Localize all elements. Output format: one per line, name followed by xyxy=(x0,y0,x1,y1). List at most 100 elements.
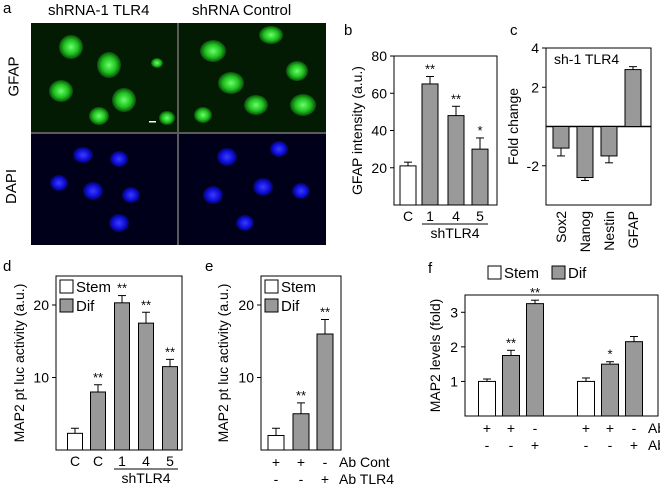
panel-e-treatment-row-label: Ab Cont xyxy=(339,454,390,470)
panel-b-ytick-label: 40 xyxy=(371,123,387,139)
panel-e-bar xyxy=(316,333,334,451)
panel-f-treatment-sign: + xyxy=(582,420,590,436)
panel-d-significance-label: ** xyxy=(165,344,175,359)
panel-b-ytick-label: 60 xyxy=(371,85,387,101)
panel-a-letter: a xyxy=(3,0,12,17)
panel-f-treatment-sign: + xyxy=(483,420,491,436)
panel-e-bar xyxy=(292,413,310,451)
panel-e-letter: e xyxy=(205,258,214,275)
panel-b-category-label: 1 xyxy=(426,208,434,224)
panel-d-legend-swatch xyxy=(59,279,74,294)
panel-f-significance-label: ** xyxy=(530,285,540,300)
panel-e-treatment-sign: + xyxy=(297,454,305,470)
panel-f-significance-label: * xyxy=(607,347,612,362)
panel-c-ylabel: Fold change xyxy=(505,88,521,165)
panel-d-ytick-label: 10 xyxy=(33,370,49,386)
panel-e-ytick-label: 10 xyxy=(238,370,254,386)
panel-d-bar xyxy=(67,432,83,451)
panel-c-title: sh-1 TLR4 xyxy=(554,51,619,67)
panel-f-treatment-sign: - xyxy=(608,437,613,453)
panel-e-ytick-label: 20 xyxy=(238,297,254,313)
panel-f-treatment-sign: - xyxy=(632,420,637,436)
panel-d-significance-label: ** xyxy=(93,370,103,385)
panel-d-bar xyxy=(162,366,178,451)
panel-d-ylabel: MAP2 pt luc activity (a.u.) xyxy=(11,284,27,443)
panel-e-treatment-sign: + xyxy=(272,454,280,470)
panel-c-letter: c xyxy=(510,22,518,39)
panel-d-bar xyxy=(114,302,130,451)
panel-f-treatment-sign: - xyxy=(485,437,490,453)
panel-f-letter: f xyxy=(428,260,433,277)
panel-b-category-label: 4 xyxy=(452,208,460,224)
panel-f-bar xyxy=(502,355,520,417)
panel-c-category-label: Nestin xyxy=(601,211,617,251)
panel-f-legend-label: Stem xyxy=(504,265,539,282)
panel-f-bar xyxy=(601,363,619,417)
panel-b-letter: b xyxy=(344,22,353,39)
panel-b-category-label: 5 xyxy=(476,208,484,224)
panel-b-group-label: shTLR4 xyxy=(430,225,479,241)
panel-f-treatment-sign: - xyxy=(509,437,514,453)
panel-d-category-label: C xyxy=(93,453,103,469)
panel-c-bar xyxy=(552,126,570,149)
panel-a-column-label-2: shRNA Control xyxy=(192,2,292,19)
panel-c-bar xyxy=(600,126,618,157)
panel-d-significance-label: ** xyxy=(141,297,151,312)
panel-d-ytick-label: 20 xyxy=(33,297,49,313)
panel-e-ylabel: MAP2 pt luc activity (a.u.) xyxy=(215,284,231,443)
panel-f-significance-label: ** xyxy=(506,335,516,350)
panel-d-group-label: shTLR4 xyxy=(121,470,170,486)
panel-b-bar xyxy=(399,165,417,206)
panel-e-treatment-row-label: Ab TLR4 xyxy=(339,471,394,486)
gfap-image-shrna-control xyxy=(179,23,326,132)
panel-b-bar xyxy=(421,83,439,206)
panel-f-treatment-row-label: Ab Control xyxy=(648,420,660,436)
panel-d-legend-swatch xyxy=(59,298,74,313)
panel-f-treatment-sign: + xyxy=(630,437,638,453)
panel-f-ytick-label: 2 xyxy=(450,339,458,355)
panel-f-treatment-sign: + xyxy=(606,420,614,436)
panel-d-letter: d xyxy=(3,258,12,275)
panel-f-bar xyxy=(526,303,544,417)
panel-d-significance-label: ** xyxy=(117,281,127,296)
panel-f-legend-swatch xyxy=(551,265,566,280)
panel-e-legend-label: Stem xyxy=(281,279,316,296)
panel-f-treatment-sign: + xyxy=(531,437,539,453)
panel-c-bar xyxy=(624,69,642,127)
panel-c-bar xyxy=(576,126,594,179)
panel-e-legend-swatch xyxy=(264,279,279,294)
panel-c-ytick-label: 4 xyxy=(531,40,539,56)
panel-e-legend-swatch xyxy=(264,298,279,313)
panel-d-category-label: 4 xyxy=(142,453,150,469)
panel-b-significance-label: ** xyxy=(451,91,461,106)
panel-b-ylabel: GFAP intensity (a.u.) xyxy=(349,66,365,195)
panel-b-bar xyxy=(447,115,465,206)
panel-e-treatment-sign: - xyxy=(274,471,279,486)
panel-d-category-label: C xyxy=(70,453,80,469)
panel-b-category-label: C xyxy=(403,208,413,224)
panel-c-ytick-label: -2 xyxy=(527,158,540,174)
panel-f-legend-label: Dif xyxy=(568,265,587,282)
panel-c-category-label: GFAP xyxy=(625,211,641,248)
panel-f-treatment-sign: - xyxy=(584,437,589,453)
dapi-image-shrna-control xyxy=(179,134,326,245)
panel-f-ylabel: MAP2 levels (fold) xyxy=(427,299,443,413)
panel-f-bar xyxy=(478,380,496,417)
panel-d-legend-label: Dif xyxy=(76,298,95,315)
panel-e-significance-label: ** xyxy=(320,305,330,320)
panel-d-category-label: 5 xyxy=(166,453,174,469)
panel-c-ytick-label: 2 xyxy=(531,79,539,95)
panel-e-treatment-sign: - xyxy=(323,454,328,470)
panel-f-treatment-row-label: Ab TLR4 xyxy=(648,437,660,453)
panel-e-treatment-sign: - xyxy=(299,471,304,486)
panel-b-ytick-label: 80 xyxy=(371,48,387,64)
panel-d-legend-label: Stem xyxy=(76,279,111,296)
panel-b-significance-label: * xyxy=(477,123,482,138)
panel-e-treatment-sign: + xyxy=(321,471,329,486)
panel-f-ytick-label: 3 xyxy=(450,304,458,320)
panel-c-category-label: Nanog xyxy=(577,211,593,252)
panel-c-category-label: Sox2 xyxy=(553,211,569,243)
microscopy-image-grid xyxy=(31,23,326,245)
panel-f-treatment-sign: + xyxy=(507,420,515,436)
